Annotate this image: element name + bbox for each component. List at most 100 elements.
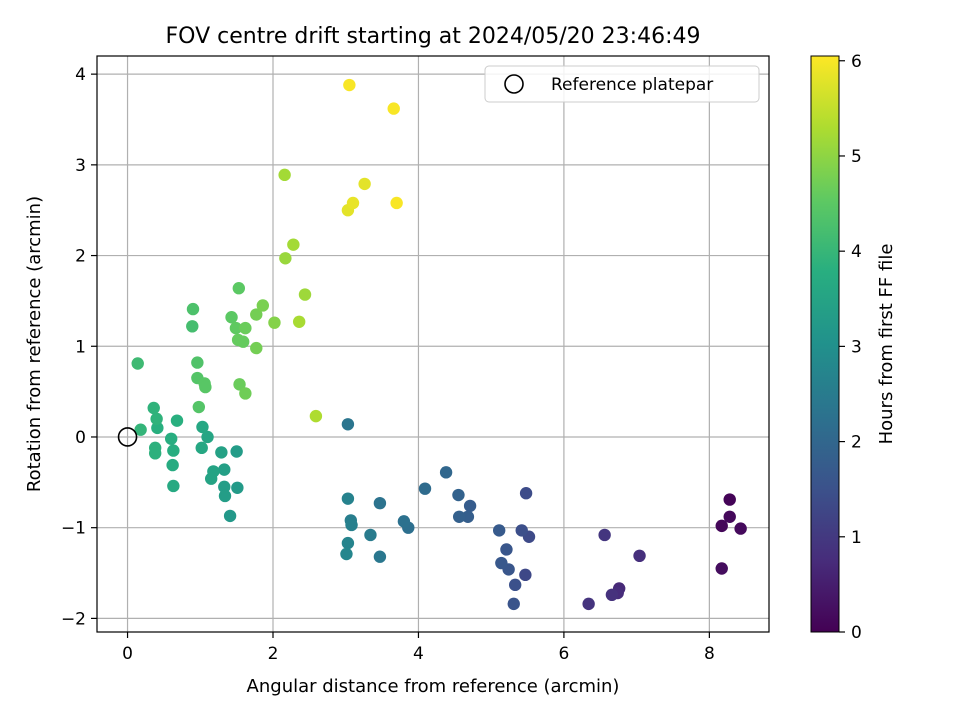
- data-point: [148, 447, 162, 460]
- y-tick-label: 0: [75, 428, 86, 448]
- data-point: [390, 196, 403, 210]
- data-point: [298, 288, 312, 301]
- data-points: [131, 78, 747, 611]
- data-point: [341, 536, 355, 550]
- colorbar-tick-label: 0: [851, 623, 862, 643]
- data-point: [519, 568, 532, 582]
- data-point: [147, 401, 160, 415]
- data-point: [723, 493, 736, 506]
- data-point: [287, 238, 300, 251]
- data-point: [167, 479, 180, 493]
- colorbar-tick-label: 6: [851, 52, 862, 72]
- data-point: [364, 528, 377, 542]
- x-axis-label: Angular distance from reference (arcmin): [247, 676, 620, 697]
- legend-box: [484, 65, 760, 103]
- legend-reference-marker: [504, 74, 524, 94]
- reference-platepar-marker: [117, 427, 138, 447]
- data-point: [166, 458, 179, 472]
- chart-title: FOV centre drift starting at 2024/05/20 …: [166, 24, 701, 49]
- colorbar-tick-label: 4: [851, 242, 862, 262]
- data-point: [239, 321, 252, 335]
- data-point: [279, 252, 292, 265]
- y-tick-label: −1: [61, 519, 86, 539]
- data-point: [150, 412, 163, 426]
- colorbar-ticks: 0 1 2 3 4 5 6: [839, 52, 862, 643]
- x-tick-label: 0: [122, 644, 133, 664]
- data-point: [215, 446, 228, 459]
- data-point: [131, 357, 144, 370]
- data-point: [346, 196, 360, 210]
- data-point: [278, 168, 291, 182]
- colorbar-tick-label: 3: [851, 337, 862, 357]
- colorbar-tick-label: 1: [851, 528, 862, 548]
- data-point: [452, 510, 466, 523]
- data-point: [633, 549, 646, 563]
- data-point: [186, 302, 200, 316]
- x-tick-label: 4: [413, 644, 424, 664]
- x-axis-ticks: 0 2 4 6 8: [122, 632, 715, 664]
- data-point: [345, 518, 358, 532]
- data-point: [256, 299, 270, 312]
- data-point: [218, 463, 231, 476]
- data-point: [340, 547, 353, 561]
- data-point: [598, 528, 611, 542]
- y-tick-label: 2: [75, 247, 86, 267]
- data-point: [341, 418, 355, 431]
- data-point: [223, 509, 237, 523]
- data-point: [218, 489, 232, 503]
- data-point: [239, 387, 252, 400]
- grid-lines: [97, 56, 769, 632]
- data-point: [233, 378, 246, 391]
- data-point: [230, 445, 243, 458]
- data-point: [268, 316, 281, 329]
- colorbar: 0 1 2 3 4 5 6 Hours from first FF file: [810, 52, 897, 643]
- data-point: [715, 562, 728, 575]
- data-point: [343, 78, 356, 92]
- colorbar-gradient: [810, 55, 840, 633]
- y-axis-label: Rotation from reference (arcmin): [24, 196, 45, 492]
- y-tick-label: 1: [75, 337, 86, 357]
- data-point: [519, 487, 533, 500]
- data-point: [167, 444, 180, 457]
- y-tick-label: 3: [75, 156, 86, 176]
- data-point: [231, 481, 244, 494]
- data-point: [250, 308, 263, 321]
- data-point: [199, 380, 212, 394]
- data-point: [723, 510, 736, 523]
- data-point: [605, 588, 619, 602]
- data-point: [500, 543, 513, 556]
- data-point: [201, 430, 214, 444]
- legend-reference-label: Reference platepar: [551, 75, 713, 95]
- data-point: [515, 524, 528, 537]
- data-point: [492, 524, 506, 537]
- data-point: [734, 522, 747, 535]
- data-point: [236, 335, 250, 348]
- data-point: [341, 492, 355, 505]
- colorbar-tick-label: 5: [851, 147, 862, 167]
- data-point: [191, 356, 204, 369]
- data-point: [186, 320, 199, 333]
- data-point: [192, 400, 206, 414]
- data-point: [452, 488, 465, 502]
- y-tick-label: 4: [75, 65, 86, 85]
- colorbar-tick-label: 2: [851, 433, 862, 453]
- data-point: [463, 499, 477, 513]
- data-point: [170, 414, 184, 427]
- y-tick-label: −2: [61, 609, 86, 629]
- data-point: [195, 441, 208, 455]
- data-point: [134, 423, 147, 436]
- data-point: [387, 102, 400, 115]
- data-point: [373, 496, 387, 510]
- data-point: [397, 515, 411, 528]
- data-point: [439, 466, 453, 479]
- data-point: [495, 556, 508, 570]
- data-point: [461, 510, 475, 523]
- y-axis-ticks: −2 −1 0 1 2 3 4: [61, 65, 97, 629]
- data-point: [232, 282, 246, 295]
- data-point: [196, 420, 209, 434]
- x-tick-label: 2: [268, 644, 279, 664]
- data-point: [309, 409, 323, 423]
- data-point: [218, 480, 231, 494]
- colorbar-label: Hours from first FF file: [876, 244, 897, 445]
